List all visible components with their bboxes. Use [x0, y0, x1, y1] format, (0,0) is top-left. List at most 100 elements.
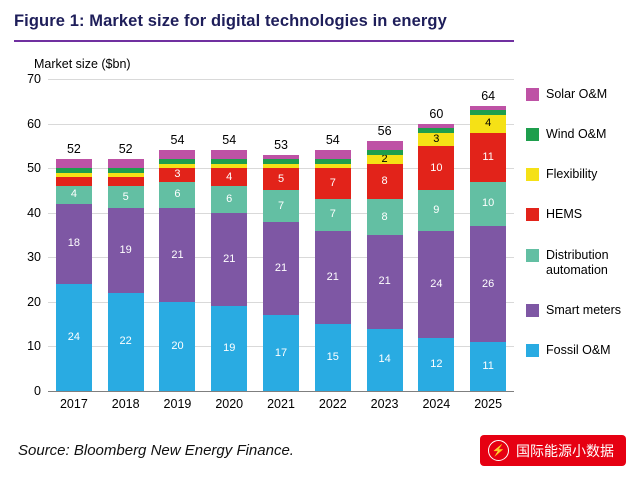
legend-label: Flexibility — [546, 167, 598, 182]
bar-segment: 5 — [263, 168, 300, 191]
bar-segment: 21 — [159, 208, 196, 302]
bar-stack: 19 21 6 4 — [211, 150, 248, 391]
bar-total-label: 52 — [66, 142, 81, 157]
legend: Solar O&M Wind O&M Flexibility HEMS Distribu… — [526, 79, 626, 391]
bar-segment: 6 — [211, 186, 248, 213]
footer: Source: Bloomberg New Energy Finance. ⚡ … — [14, 435, 626, 466]
legend-item: Solar O&M — [526, 87, 626, 103]
bar-segment — [159, 163, 196, 169]
bar-total-label: 56 — [377, 124, 392, 139]
x-axis-labels: 2017 2018 2019 2020 2021 2022 2023 2024 2025 — [48, 397, 514, 411]
x-tick-label: 2025 — [474, 397, 503, 411]
legend-label: Wind O&M — [546, 127, 607, 142]
x-tick-label: 2020 — [215, 397, 244, 411]
legend-item: Wind O&M — [526, 127, 626, 143]
bar-segment: 15 — [314, 324, 351, 391]
plot-wrapper: 0 10 20 30 40 50 60 70 52 24 18 4 52 22 19 5 54 20 21 6 3 54 1… — [27, 72, 514, 411]
bar-segment — [55, 168, 92, 173]
bar-segment: 19 — [211, 306, 248, 391]
y-tick-label: 0 — [34, 384, 41, 398]
bar-segment: 7 — [314, 199, 351, 231]
bar: 64 11 26 10 11 4 — [462, 89, 514, 391]
legend-item: Smart meters — [526, 303, 626, 319]
legend-label: Solar O&M — [546, 87, 608, 101]
plot-area: 0 10 20 30 40 50 60 70 52 24 18 4 52 22 19 5 54 20 21 6 3 54 1… — [27, 72, 514, 398]
bar: 54 15 21 7 7 — [307, 133, 359, 391]
x-tick-label: 2022 — [318, 397, 347, 411]
bar-segment — [314, 150, 351, 160]
bar-segment: 3 — [159, 168, 196, 182]
bar-segment: 18 — [55, 203, 92, 285]
bar-segment: 8 — [366, 163, 403, 200]
bar-segment — [211, 150, 248, 160]
bar-segment — [470, 110, 507, 115]
bar: 54 20 21 6 3 — [152, 133, 204, 391]
bar: 56 14 21 8 8 2 — [359, 124, 411, 391]
bar-segment: 10 — [470, 181, 507, 227]
y-tick-label: 50 — [27, 161, 41, 176]
legend-item: Distribution automation — [526, 248, 626, 279]
x-axis-line — [48, 391, 514, 392]
bar-segment — [366, 141, 403, 151]
x-tick-label: 2017 — [59, 397, 88, 411]
bar-segment — [107, 159, 144, 169]
bar-total-label: 53 — [274, 137, 288, 152]
bar-segment — [107, 172, 144, 178]
bar-segment: 21 — [211, 212, 248, 307]
x-tick-label: 2019 — [163, 397, 192, 411]
bar-total-label: 54 — [170, 133, 185, 148]
bar-stack: 14 21 8 8 2 — [366, 141, 403, 391]
y-tick-label: 40 — [27, 205, 41, 220]
bars-row: 52 24 18 4 52 22 19 5 54 20 21 6 3 54 19 21 6 4 53 17 21 7 5 54… — [48, 79, 514, 391]
x-tick-label: 2021 — [267, 397, 295, 411]
bar-segment — [211, 163, 248, 169]
legend-label: Fossil O&M — [546, 343, 611, 358]
legend-label: Distribution automation — [546, 247, 609, 278]
bar-segment: 11 — [470, 132, 507, 182]
bar-segment — [366, 150, 403, 155]
y-tick-label: 20 — [27, 294, 41, 309]
y-tick-label: 60 — [27, 116, 41, 131]
bar-segment: 24 — [418, 230, 455, 338]
bar-segment — [418, 123, 455, 129]
legend-item: HEMS — [526, 207, 626, 223]
bar-segment — [55, 177, 92, 186]
legend-label: HEMS — [546, 207, 583, 222]
bar-stack: 24 18 4 — [55, 159, 92, 391]
legend-swatch — [526, 248, 539, 262]
bar-segment: 4 — [211, 168, 248, 186]
bar-segment — [55, 159, 92, 169]
bar-total-label: 54 — [222, 133, 237, 148]
bar-segment — [263, 163, 300, 169]
brand-logo: ⚡ 国际能源小数据 — [480, 435, 626, 466]
bar-segment: 5 — [107, 186, 144, 209]
bar-segment: 4 — [470, 114, 507, 133]
bar-segment: 4 — [55, 185, 92, 204]
bar-segment — [314, 163, 351, 169]
bar: 54 19 21 6 4 — [203, 133, 255, 391]
x-tick-label: 2023 — [370, 397, 399, 411]
bar-segment: 26 — [470, 226, 507, 342]
bar-total-label: 54 — [325, 133, 340, 148]
bar-segment — [418, 128, 455, 133]
bar-segment: 21 — [314, 230, 351, 325]
bar-segment: 21 — [366, 235, 403, 329]
bar-segment — [55, 172, 92, 178]
legend-item: Flexibility — [526, 167, 626, 183]
bar-stack: 22 19 5 — [107, 159, 144, 391]
source-text: Source: Bloomberg New Energy Finance. — [18, 442, 294, 459]
brand-name: 国际能源小数据 — [516, 442, 614, 459]
bar-segment: 9 — [418, 190, 455, 231]
bar-segment: 7 — [314, 168, 351, 200]
bar-segment: 12 — [418, 337, 455, 391]
bar-segment: 6 — [159, 181, 196, 209]
bar-stack: 11 26 10 11 4 — [470, 105, 507, 391]
legend-swatch — [526, 128, 539, 142]
bar-segment: 8 — [366, 199, 403, 236]
legend-label: Smart meters — [546, 303, 622, 318]
legend-swatch — [526, 304, 539, 318]
y-tick-label: 30 — [27, 250, 41, 265]
bar-segment: 3 — [418, 132, 455, 146]
chart-area: 0 10 20 30 40 50 60 70 52 24 18 4 52 22 19 5 54 20 21 6 3 54 1… — [14, 72, 626, 411]
